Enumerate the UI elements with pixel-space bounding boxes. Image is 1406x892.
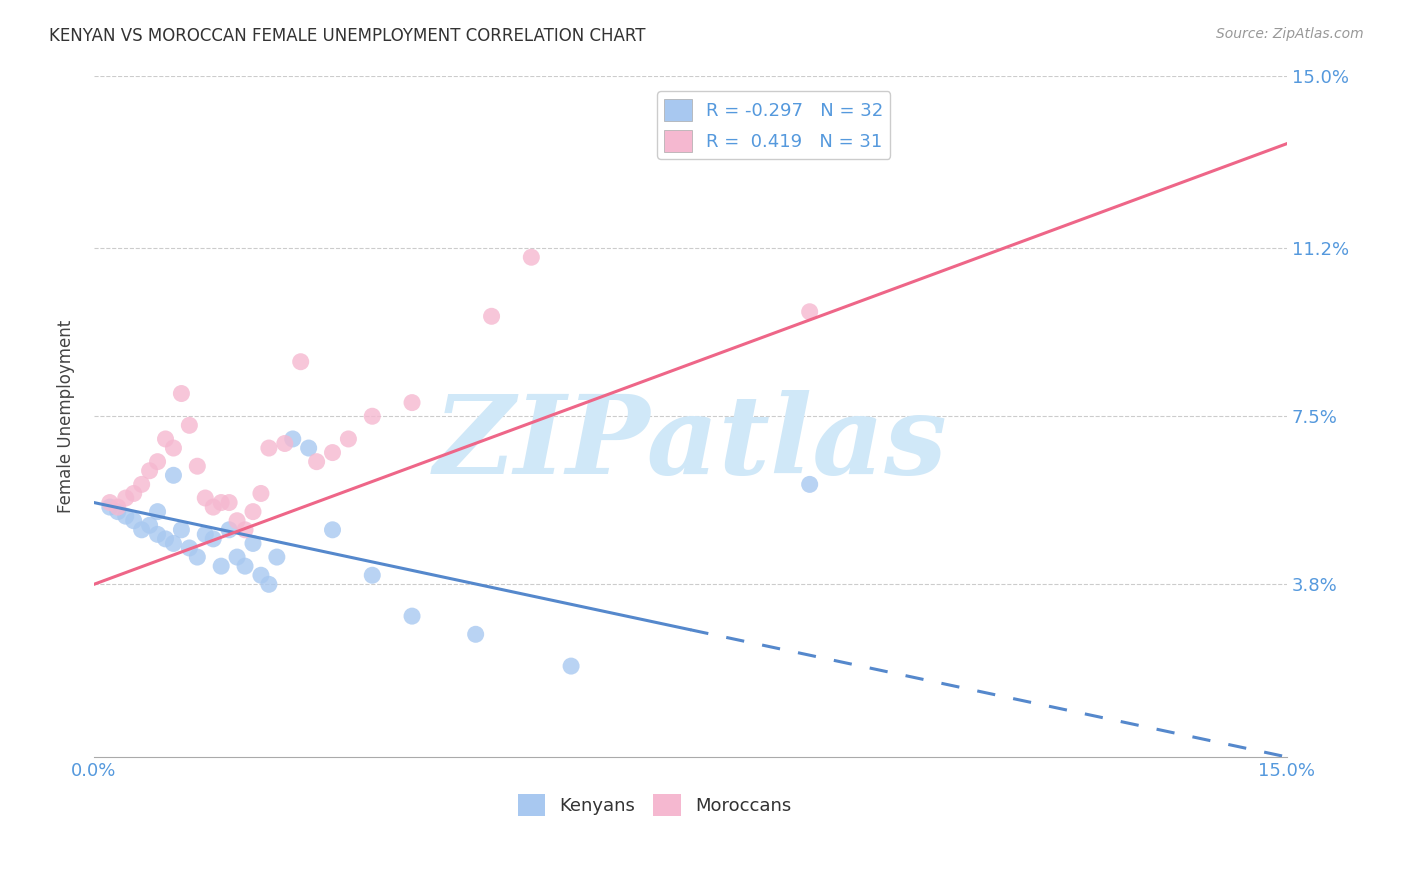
Point	[242, 536, 264, 550]
Point	[401, 609, 423, 624]
Point	[138, 464, 160, 478]
Point	[155, 532, 177, 546]
Point	[321, 445, 343, 459]
Point	[162, 468, 184, 483]
Point	[186, 550, 208, 565]
Point	[202, 532, 225, 546]
Point	[131, 477, 153, 491]
Point	[305, 455, 328, 469]
Point	[98, 500, 121, 514]
Point	[138, 518, 160, 533]
Y-axis label: Female Unemployment: Female Unemployment	[58, 319, 75, 513]
Point	[170, 386, 193, 401]
Point	[218, 523, 240, 537]
Point	[186, 459, 208, 474]
Point	[250, 568, 273, 582]
Point	[321, 523, 343, 537]
Point	[226, 550, 249, 565]
Point	[361, 409, 384, 424]
Point	[218, 495, 240, 509]
Point	[98, 495, 121, 509]
Point	[401, 395, 423, 409]
Point	[226, 514, 249, 528]
Point	[257, 577, 280, 591]
Point	[799, 304, 821, 318]
Point	[250, 486, 273, 500]
Point	[257, 441, 280, 455]
Point	[107, 500, 129, 514]
Point	[337, 432, 360, 446]
Point	[146, 455, 169, 469]
Point	[481, 310, 503, 324]
Text: KENYAN VS MOROCCAN FEMALE UNEMPLOYMENT CORRELATION CHART: KENYAN VS MOROCCAN FEMALE UNEMPLOYMENT C…	[49, 27, 645, 45]
Point	[560, 659, 582, 673]
Point	[274, 436, 297, 450]
Text: Source: ZipAtlas.com: Source: ZipAtlas.com	[1216, 27, 1364, 41]
Point	[170, 523, 193, 537]
Point	[799, 477, 821, 491]
Point	[281, 432, 304, 446]
Point	[233, 523, 256, 537]
Point	[266, 550, 288, 565]
Point	[114, 491, 136, 505]
Point	[122, 486, 145, 500]
Point	[242, 505, 264, 519]
Point	[361, 568, 384, 582]
Point	[209, 495, 232, 509]
Point	[520, 250, 543, 264]
Point	[233, 559, 256, 574]
Point	[179, 418, 201, 433]
Point	[162, 536, 184, 550]
Legend: Kenyans, Moroccans: Kenyans, Moroccans	[510, 787, 799, 823]
Text: ZIPatlas: ZIPatlas	[433, 390, 948, 497]
Point	[179, 541, 201, 555]
Point	[146, 527, 169, 541]
Point	[290, 355, 312, 369]
Point	[122, 514, 145, 528]
Point	[209, 559, 232, 574]
Point	[194, 527, 217, 541]
Point	[194, 491, 217, 505]
Point	[464, 627, 486, 641]
Point	[155, 432, 177, 446]
Point	[131, 523, 153, 537]
Point	[162, 441, 184, 455]
Point	[114, 509, 136, 524]
Point	[107, 505, 129, 519]
Point	[202, 500, 225, 514]
Point	[146, 505, 169, 519]
Point	[298, 441, 321, 455]
